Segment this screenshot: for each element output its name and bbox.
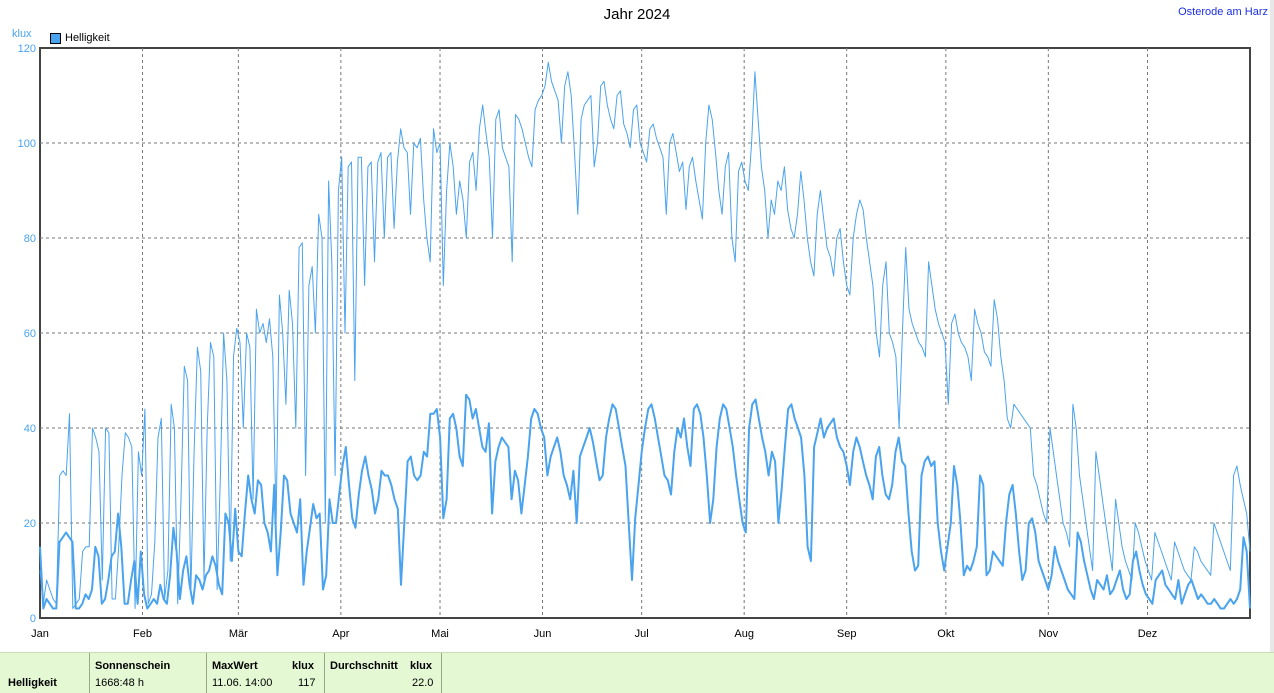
- x-tick-label: Jul: [635, 628, 649, 640]
- y-tick-label: 120: [18, 43, 36, 55]
- footer-sunshine-cell: Sonnenschein 1668:48 h: [89, 653, 207, 693]
- x-tick-label: Nov: [1039, 628, 1059, 640]
- x-tick-label: Dez: [1138, 628, 1158, 640]
- line-chart: 0 20 40 60 80 100 120 klux Jan Feb Mär Apr Mai Jun Jul…: [12, 28, 1251, 640]
- avg-unit: klux: [410, 660, 433, 672]
- location-label: Osterode am Harz: [1178, 6, 1268, 18]
- x-tick-label: Sep: [837, 628, 857, 640]
- y-tick-label: 60: [24, 328, 36, 340]
- avg-header: Durchschnitt: [330, 660, 398, 672]
- x-tick-label: Jun: [534, 628, 552, 640]
- legend-swatch: [50, 32, 61, 44]
- sunshine-header: Sonnenschein: [95, 660, 171, 672]
- x-tick-label: Apr: [332, 628, 349, 640]
- max-date: 11.06. 14:00: [212, 677, 273, 689]
- x-tick-label: Feb: [133, 628, 152, 640]
- x-tick-label: Mai: [431, 628, 449, 640]
- y-tick-label: 0: [30, 613, 36, 625]
- x-tick-label: Aug: [734, 628, 754, 640]
- x-tick-label: Okt: [937, 628, 954, 640]
- scrollbar-edge: [1270, 0, 1274, 652]
- footer-row-label: Helligkeit: [8, 677, 57, 689]
- avg-value: 22.0: [412, 677, 434, 689]
- x-tick-label: Mär: [229, 628, 248, 640]
- max-header: MaxWert: [212, 660, 258, 672]
- sunshine-value: 1668:48 h: [95, 677, 144, 689]
- max-value: 117: [298, 677, 316, 689]
- footer-row-label-cell: Helligkeit: [0, 653, 90, 693]
- y-tick-label: 100: [18, 138, 36, 150]
- y-axis-unit: klux: [12, 28, 32, 40]
- series-line-helligkeit-peak: [39, 61, 1251, 609]
- legend-label: Helligkeit: [65, 32, 110, 44]
- y-tick-label: 40: [24, 423, 36, 435]
- legend: Helligkeit: [50, 32, 110, 44]
- y-tick-label: 80: [24, 233, 36, 245]
- x-tick-label: Jan: [31, 628, 49, 640]
- max-unit: klux: [292, 660, 315, 672]
- chart-title: Jahr 2024: [603, 6, 671, 23]
- footer-max-cell: MaxWert klux 11.06. 14:00 117: [206, 653, 325, 693]
- y-tick-label: 20: [24, 518, 36, 530]
- series-line-helligkeit-daily: [39, 393, 1251, 610]
- summary-footer: Helligkeit Sonnenschein 1668:48 h MaxWer…: [0, 652, 1274, 693]
- footer-avg-cell: Durchschnitt klux 22.0: [324, 653, 442, 693]
